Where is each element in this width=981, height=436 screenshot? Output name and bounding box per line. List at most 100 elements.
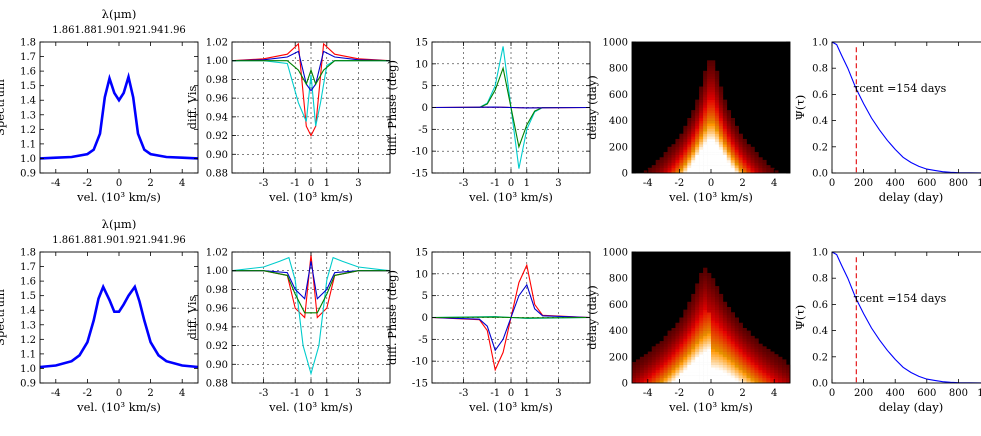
heatmap-cell [671, 167, 676, 171]
heatmap-cell [718, 162, 724, 166]
heatmap-cell [679, 170, 684, 174]
heatmap-cell [675, 348, 680, 352]
heatmap-cell [703, 309, 708, 313]
heatmap-cell [663, 167, 668, 171]
heatmap-cell [762, 375, 767, 379]
plot-frame [831, 41, 981, 174]
heatmap-cell [683, 364, 688, 368]
heatmap-cell [730, 325, 735, 329]
heatmap-cell [762, 380, 767, 384]
heatmap-cell [754, 359, 759, 363]
heatmap-cell [774, 377, 779, 381]
panel-psi-row1: τcent =154 days020040060080010000.00.20.… [793, 38, 981, 204]
heatmap-cell [667, 146, 672, 150]
heatmap-cell [643, 372, 649, 376]
heatmap-cell [714, 327, 720, 331]
heatmap-cell [738, 327, 743, 331]
heatmap-cell [691, 351, 696, 355]
heatmap-cell [695, 120, 700, 124]
heatmap-cell [718, 317, 724, 321]
heatmap-cell [683, 356, 688, 360]
heatmap-cell [718, 320, 724, 324]
heatmap-cell [714, 167, 720, 171]
heatmap-cell [635, 362, 641, 365]
y-tick-label: 0.6 [812, 90, 828, 101]
heatmap-cell [675, 327, 680, 331]
heatmap-cell [746, 154, 751, 158]
heatmap-cell [734, 380, 739, 384]
heatmap-cell [722, 144, 728, 148]
heatmap-cell [635, 367, 641, 371]
heatmap-cell [770, 356, 775, 360]
heatmap-cell [687, 138, 692, 142]
x-tick-label: 400 [886, 388, 905, 399]
x-tick-label: -3 [259, 388, 269, 399]
y-tick-label: 1.00 [206, 266, 228, 277]
heatmap-cell [687, 154, 692, 158]
heatmap-cell [758, 356, 763, 360]
heatmap-cell [695, 327, 700, 331]
heatmap-cell [695, 141, 700, 145]
heatmap-cell [691, 123, 696, 127]
heatmap-cell [711, 362, 716, 365]
heatmap-cell [750, 348, 755, 352]
heatmap-cell [683, 157, 688, 161]
heatmap-cell [699, 117, 704, 121]
heatmap-cell [659, 354, 664, 358]
heatmap-cell [695, 136, 700, 140]
heatmap-cell [675, 356, 680, 360]
heatmap-cell [647, 354, 653, 358]
heatmap-cell [691, 375, 696, 379]
heatmap-cell [734, 320, 739, 324]
heatmap-cell [699, 367, 704, 371]
y-tick-label: -10 [412, 357, 428, 368]
y-tick-label: 1.1 [20, 349, 36, 360]
heatmap-cell [699, 128, 704, 132]
heatmap-cell [691, 299, 696, 303]
heatmap-cell [714, 338, 720, 342]
heatmap-cell [718, 99, 724, 103]
y-tick-label: 0.2 [812, 352, 828, 363]
heatmap-cell [655, 348, 660, 352]
heatmap-cell [782, 367, 787, 371]
heatmap-cell [699, 288, 704, 292]
heatmap-cell [758, 346, 763, 350]
heatmap-cell [786, 369, 791, 373]
heatmap-cell [675, 341, 680, 344]
heatmap-cell [691, 120, 696, 124]
heatmap-cell [679, 330, 684, 334]
heatmap-cell [782, 372, 787, 376]
heatmap-cell [714, 115, 720, 119]
heatmap-cell [774, 356, 779, 360]
x-tick-label: 3 [355, 178, 361, 189]
heatmap-cell [683, 131, 688, 134]
heatmap-cell [703, 149, 708, 153]
heatmap-cell [730, 356, 735, 360]
heatmap-cell [726, 369, 732, 373]
heatmap-cell [671, 348, 676, 352]
heatmap-cell [683, 170, 688, 174]
x-tick-label: 600 [917, 388, 936, 399]
heatmap-cell [738, 330, 743, 334]
heatmap-cell [734, 333, 739, 337]
heatmap-cell [754, 372, 759, 376]
heatmap-cell [703, 280, 708, 284]
heatmap-cell [679, 133, 684, 137]
heatmap-cell [718, 110, 724, 114]
heatmap-cell [782, 375, 787, 379]
heatmap-cell [711, 162, 716, 166]
y-tick-label: 0.96 [206, 304, 228, 315]
heatmap-cell [699, 348, 704, 352]
heatmap-cell [699, 154, 704, 158]
heatmap-cell [726, 123, 732, 127]
heatmap-cell [683, 335, 688, 339]
heatmap-cell [683, 372, 688, 376]
heatmap-cell [782, 380, 787, 384]
heatmap-cell [730, 320, 735, 324]
x-tick-label: 1000 [977, 178, 981, 189]
heatmap-cell [679, 144, 684, 148]
heatmap-cell [726, 320, 732, 324]
heatmap-cell [632, 369, 637, 373]
